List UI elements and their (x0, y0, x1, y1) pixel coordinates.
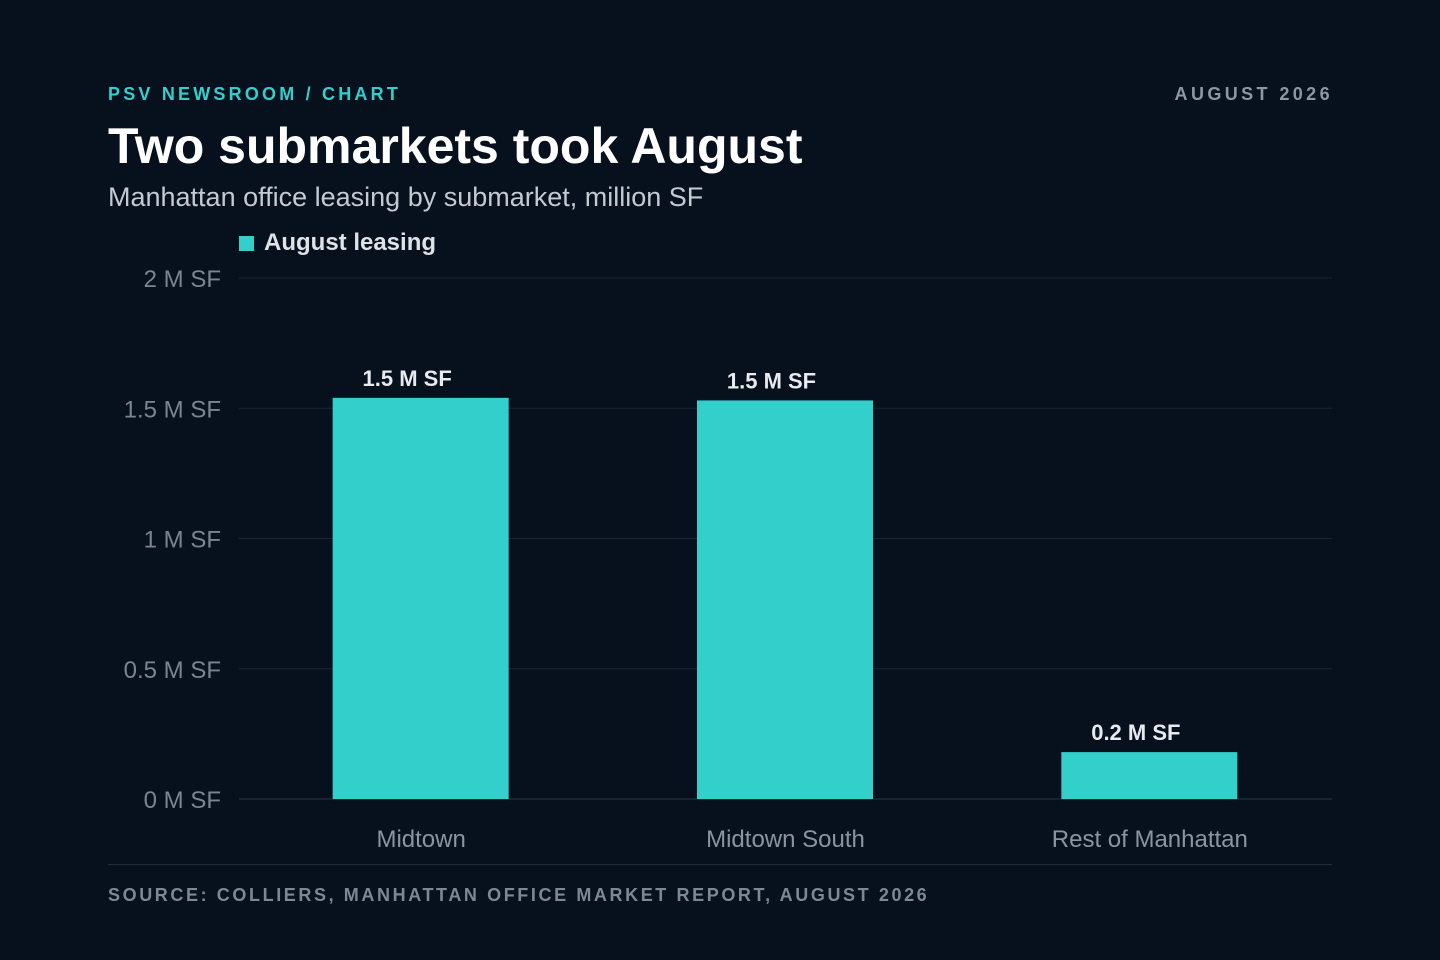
x-tick-label: Midtown (376, 826, 465, 853)
source-note: SOURCE: COLLIERS, MANHATTAN OFFICE MARKE… (108, 885, 930, 905)
chart-legend: August leasing (239, 229, 436, 257)
y-tick-label: 0.5 M SF (124, 657, 221, 684)
bar (697, 400, 873, 799)
bar-value-label: 0.2 M SF (1091, 720, 1180, 745)
y-tick-label: 2 M SF (144, 266, 221, 293)
bar-value-label: 1.5 M SF (727, 368, 816, 393)
x-axis-tick-labels: Midtown Midtown South Rest of Manhattan (376, 826, 1247, 853)
chart-subtitle: Manhattan office leasing by submarket, m… (108, 182, 704, 212)
y-axis-tick-labels: 0 M SF 0.5 M SF 1 M SF 1.5 M SF 2 M SF (124, 266, 221, 814)
x-tick-label: Midtown South (706, 826, 865, 853)
y-tick-label: 1.5 M SF (124, 396, 221, 423)
bar (332, 397, 509, 799)
bar-value-labels: 1.5 M SF 1.5 M SF 0.2 M SF (363, 366, 1181, 745)
footer-divider (108, 864, 1332, 865)
bar (1061, 752, 1238, 799)
chart-title: Two submarkets took August (108, 118, 803, 174)
y-tick-label: 1 M SF (144, 527, 221, 554)
bar-value-label: 1.5 M SF (363, 366, 452, 391)
legend-swatch (239, 235, 254, 251)
bars (332, 397, 1238, 799)
chart-kicker: PSV NEWSROOM / CHART (108, 84, 402, 104)
publication-date: AUGUST 2026 (1174, 84, 1333, 104)
y-tick-label: 0 M SF (144, 787, 221, 814)
legend-label: August leasing (264, 229, 437, 256)
x-tick-label: Rest of Manhattan (1052, 826, 1248, 853)
